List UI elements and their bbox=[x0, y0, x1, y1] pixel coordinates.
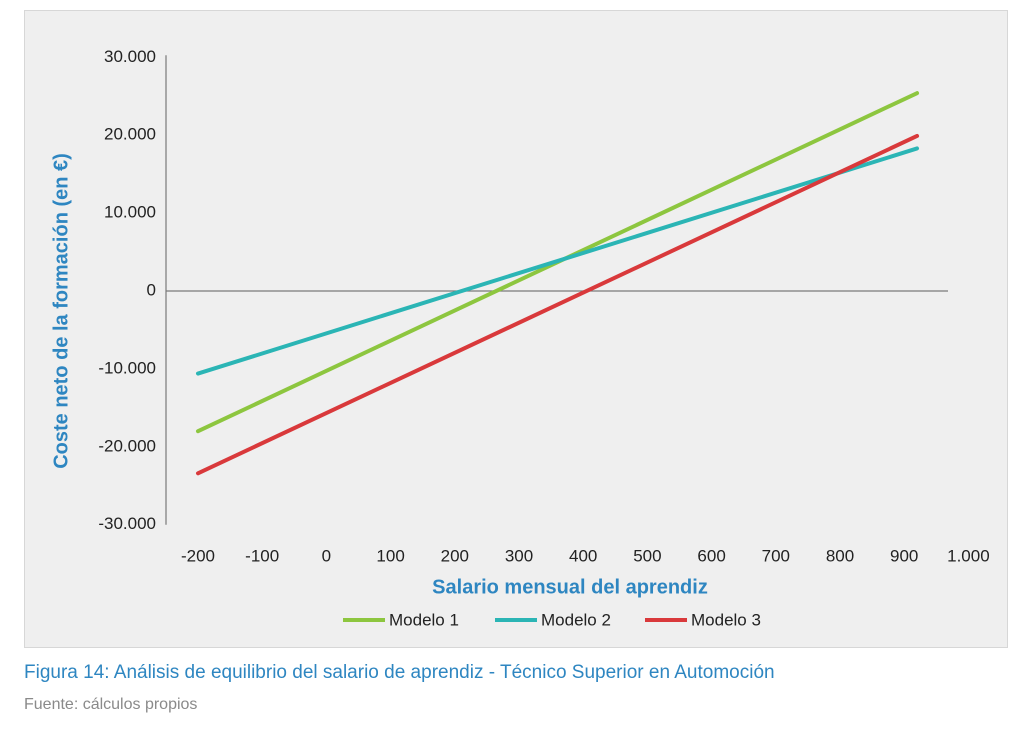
x-tick-label: 500 bbox=[633, 546, 661, 565]
x-tick-label: 300 bbox=[505, 546, 533, 565]
y-tick-label: -10.000 bbox=[98, 358, 156, 377]
x-tick-label: 900 bbox=[890, 546, 918, 565]
legend-label: Modelo 1 bbox=[389, 610, 459, 629]
y-tick-label: 10.000 bbox=[104, 203, 156, 222]
x-tick-label: 1.000 bbox=[947, 546, 990, 565]
legend-label: Modelo 2 bbox=[541, 610, 611, 629]
legend-item-modelo-1: Modelo 1 bbox=[343, 610, 459, 629]
x-tick-label: -100 bbox=[245, 546, 279, 565]
x-tick-label: -200 bbox=[181, 546, 215, 565]
y-axis-label: Coste neto de la formación (en €) bbox=[50, 153, 72, 469]
y-tick-label: -30.000 bbox=[98, 514, 156, 533]
series-line-modelo-3 bbox=[196, 133, 920, 476]
y-tick-label: 20.000 bbox=[104, 125, 156, 144]
figure-source: Fuente: cálculos propios bbox=[24, 696, 198, 713]
series-line-modelo-2 bbox=[196, 146, 920, 376]
chart-panel: 30.000 20.000 10.000 0 -10.000 -20.000 -30.000… bbox=[24, 10, 1008, 648]
x-axis-label: Salario mensual del aprendiz bbox=[432, 576, 708, 598]
legend-label: Modelo 3 bbox=[691, 610, 761, 629]
legend: Modelo 1 Modelo 2 Modelo 3 bbox=[343, 610, 761, 629]
x-tick-label: 400 bbox=[569, 546, 597, 565]
x-tick-label: 200 bbox=[441, 546, 469, 565]
y-tick-label: 30.000 bbox=[104, 47, 156, 66]
x-tick-label: 800 bbox=[826, 546, 854, 565]
axes bbox=[165, 55, 948, 525]
x-tick-label: 700 bbox=[762, 546, 790, 565]
tick-labels: 30.000 20.000 10.000 0 -10.000 -20.000 -30.000… bbox=[98, 47, 989, 566]
y-tick-label: 0 bbox=[147, 280, 156, 299]
x-tick-label: 600 bbox=[697, 546, 725, 565]
legend-item-modelo-3: Modelo 3 bbox=[645, 610, 761, 629]
x-tick-label: 100 bbox=[376, 546, 404, 565]
line-chart: 30.000 20.000 10.000 0 -10.000 -20.000 -30.000… bbox=[50, 47, 989, 630]
y-tick-label: -20.000 bbox=[98, 436, 156, 455]
x-tick-label: 0 bbox=[322, 546, 331, 565]
legend-item-modelo-2: Modelo 2 bbox=[495, 610, 611, 629]
series-lines bbox=[196, 91, 920, 476]
figure-caption: Figura 14: Análisis de equilibrio del sa… bbox=[24, 662, 775, 683]
